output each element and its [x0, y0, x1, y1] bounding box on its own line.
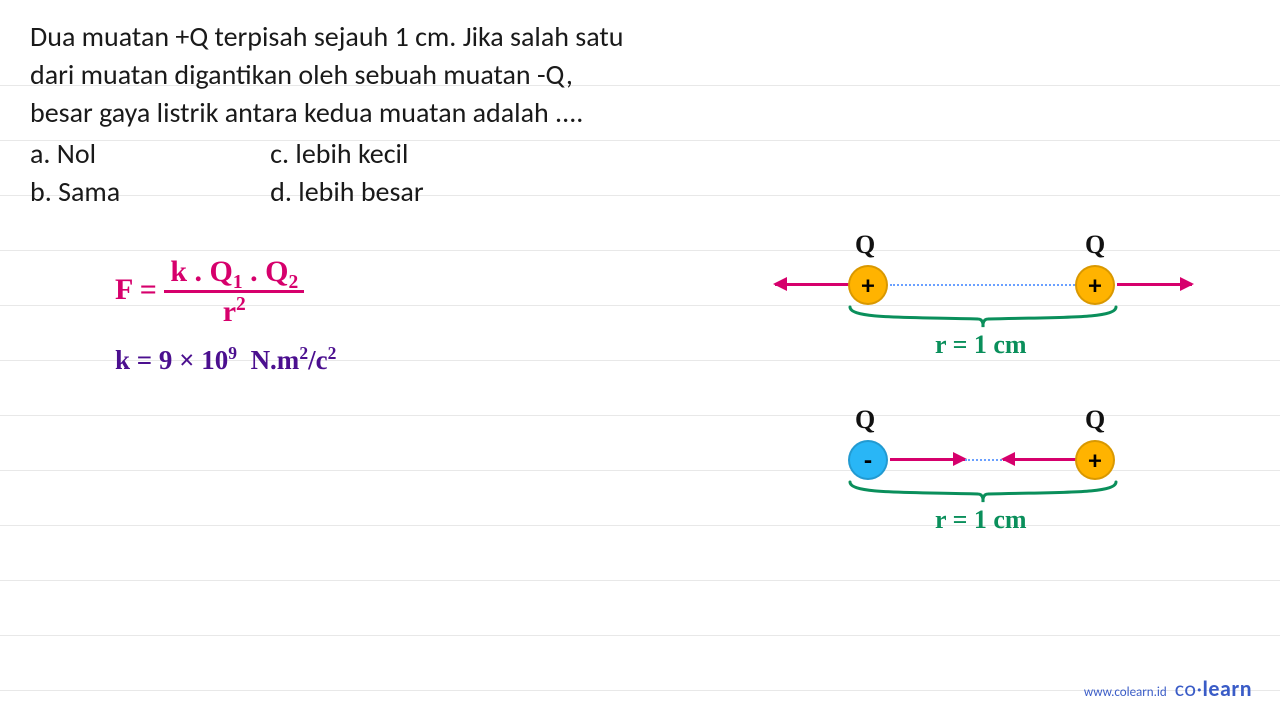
- coulomb-formula: F = k . Q1 . Q2 r2: [115, 255, 336, 329]
- positive-charge-right: +: [1075, 265, 1115, 305]
- options-row: a. Nol b. Sama c. lebih kecil d. lebih b…: [30, 135, 623, 211]
- force-arrow-inward-left: [890, 458, 965, 461]
- positive-charge-right: +: [1075, 440, 1115, 480]
- formula-denominator: r2: [174, 294, 294, 329]
- option-b: b. Sama: [30, 173, 120, 211]
- formula-numerator: k . Q1 . Q2: [164, 255, 304, 293]
- distance-label: r = 1 cm: [935, 330, 1027, 360]
- diagram-repel: Q Q + + r = 1 cm: [790, 235, 1210, 375]
- question-line1: Dua muatan +Q terpisah sejauh 1 cm. Jika…: [30, 18, 623, 56]
- negative-charge-left: -: [848, 440, 888, 480]
- option-c: c. lebih kecil: [270, 135, 423, 173]
- brace-icon: [848, 305, 1118, 333]
- formula-lhs: F =: [115, 273, 164, 306]
- charge-label-right: Q: [1085, 405, 1105, 435]
- force-arrow-inward-right: [1003, 458, 1078, 461]
- distance-line: [965, 459, 1005, 461]
- option-a: a. Nol: [30, 135, 120, 173]
- diagram-attract: Q Q - + r = 1 cm: [790, 410, 1210, 550]
- distance-line: [890, 284, 1075, 286]
- brand-logo: co·learn: [1175, 675, 1252, 702]
- footer: www.colearn.id co·learn: [1084, 675, 1252, 702]
- positive-charge-left: +: [848, 265, 888, 305]
- charge-label-left: Q: [855, 230, 875, 260]
- formula-block: F = k . Q1 . Q2 r2 k = 9 × 109 N.m2/c2: [115, 255, 336, 376]
- force-arrow-left: [775, 283, 850, 286]
- question-line2: dari muatan digantikan oleh sebuah muata…: [30, 56, 623, 94]
- brace-icon: [848, 480, 1118, 508]
- charge-label-left: Q: [855, 405, 875, 435]
- distance-label: r = 1 cm: [935, 505, 1027, 535]
- charge-label-right: Q: [1085, 230, 1105, 260]
- question-line3: besar gaya listrik antara kedua muatan a…: [30, 94, 623, 132]
- coulomb-constant: k = 9 × 109 N.m2/c2: [115, 343, 336, 376]
- option-d: d. lebih besar: [270, 173, 423, 211]
- force-arrow-right: [1117, 283, 1192, 286]
- question-text: Dua muatan +Q terpisah sejauh 1 cm. Jika…: [30, 18, 623, 211]
- footer-url: www.colearn.id: [1084, 685, 1167, 700]
